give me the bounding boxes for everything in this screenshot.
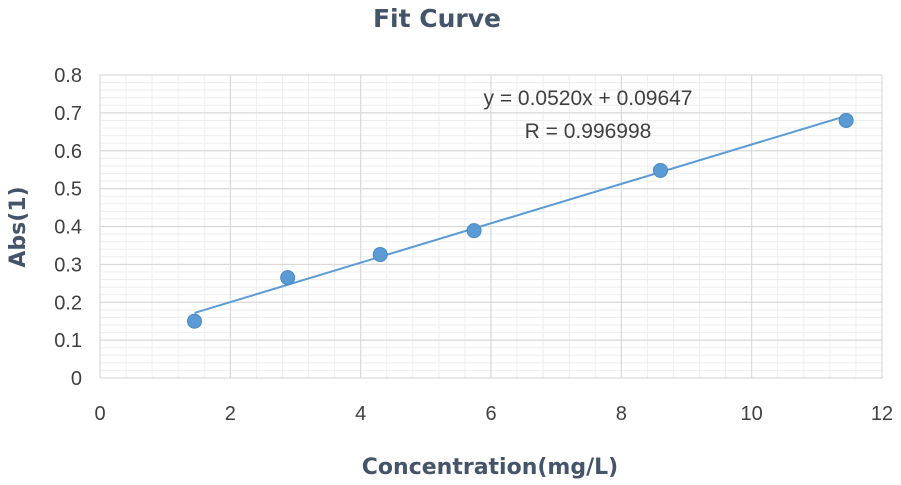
- equation-label: y = 0.0520x + 0.09647: [483, 87, 692, 110]
- y-tick-label: 0.1: [54, 330, 82, 352]
- y-tick-label: 0.5: [54, 179, 82, 201]
- x-tick-label: 4: [355, 403, 366, 425]
- y-tick-label: 0.7: [54, 103, 82, 125]
- y-tick-label: 0.6: [54, 141, 82, 163]
- x-tick-label: 6: [485, 403, 496, 425]
- linear-trendline: [194, 114, 847, 314]
- x-tick-label: 8: [616, 403, 627, 425]
- y-tick-label: 0.2: [54, 292, 82, 314]
- x-tick-label: 2: [225, 403, 236, 425]
- data-point: [280, 270, 296, 286]
- y-axis-tick-labels: 0 0.1 0.2 0.3 0.4 0.5 0.6 0.7 0.8: [54, 65, 82, 390]
- x-tick-label: 12: [871, 403, 893, 425]
- data-point: [372, 247, 388, 263]
- y-tick-label: 0: [71, 368, 82, 390]
- plot-area-border: [99, 74, 883, 379]
- data-point: [652, 162, 668, 178]
- data-point: [186, 313, 202, 329]
- data-point: [466, 223, 482, 239]
- chart-title: Fit Curve: [373, 4, 501, 33]
- data-points: [186, 112, 854, 329]
- x-axis-tick-labels: 0 2 4 6 8 10 12: [94, 403, 893, 425]
- y-axis-title: Abs(1): [6, 186, 31, 267]
- x-tick-label: 10: [741, 403, 763, 425]
- x-tick-label: 0: [94, 403, 105, 425]
- y-tick-label: 0.4: [54, 217, 82, 239]
- data-point: [838, 112, 854, 128]
- y-tick-label: 0.3: [54, 254, 82, 276]
- x-axis-title: Concentration(mg/L): [362, 455, 618, 480]
- r-value-label: R = 0.996998: [525, 120, 652, 143]
- y-tick-label: 0.8: [54, 65, 82, 87]
